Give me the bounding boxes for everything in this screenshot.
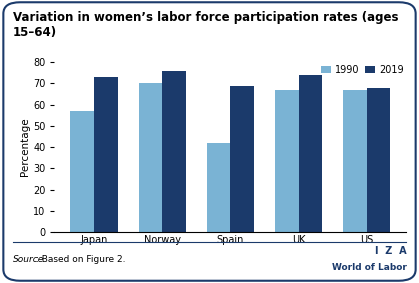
Y-axis label: Percentage: Percentage (20, 118, 30, 177)
Bar (275, 90, 298, 232)
Bar (230, 85, 254, 232)
Text: World of Labor: World of Labor (331, 263, 406, 272)
Text: : Based on Figure 2.: : Based on Figure 2. (36, 255, 125, 264)
Text: Source: Source (13, 255, 44, 264)
Bar (139, 83, 163, 232)
Text: Variation in women’s labor force participation rates (ages 15–64): Variation in women’s labor force partici… (13, 11, 398, 39)
Bar (298, 75, 322, 232)
Legend: 1990, 2019: 1990, 2019 (321, 65, 403, 75)
Bar (207, 143, 230, 232)
Bar (94, 77, 118, 232)
Bar (70, 111, 94, 232)
Text: I  Z  A: I Z A (375, 246, 406, 256)
Bar (343, 90, 367, 232)
Bar (367, 88, 391, 232)
Bar (163, 71, 186, 232)
